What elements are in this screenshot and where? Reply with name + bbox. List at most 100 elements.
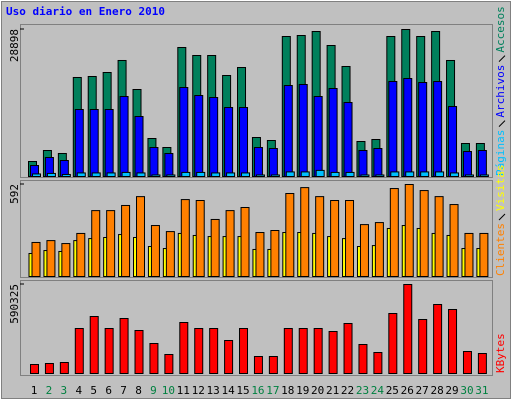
legend-label: Archivos (494, 65, 507, 118)
bar (404, 184, 414, 277)
bar (150, 225, 160, 277)
bar (119, 317, 129, 374)
bar (285, 193, 295, 278)
x-tick-label: 17 (266, 384, 279, 397)
bar (255, 232, 265, 277)
legend-label: Visitas (494, 165, 507, 211)
bar (268, 355, 278, 375)
bar (388, 312, 398, 374)
bar (253, 355, 263, 375)
bar (134, 116, 144, 177)
bar (209, 97, 219, 177)
bar (328, 330, 338, 374)
x-tick-label: 30 (460, 384, 473, 397)
bar (151, 174, 161, 177)
bar (477, 150, 487, 177)
y-tick-label: 28898 (8, 29, 21, 62)
bar (89, 109, 99, 177)
bar (106, 210, 116, 277)
x-tick-label: 9 (150, 384, 157, 397)
bar (418, 81, 428, 177)
x-tick-label: 24 (371, 384, 385, 397)
x-tick-label: 12 (192, 384, 205, 397)
x-tick-label: 25 (386, 384, 399, 397)
bar (164, 152, 174, 178)
bar (106, 172, 116, 177)
bar (91, 172, 101, 177)
bar (328, 87, 338, 177)
x-tick-label: 26 (401, 384, 414, 397)
bar (449, 204, 459, 278)
x-tick-label: 18 (281, 384, 294, 397)
x-tick-label: 4 (75, 384, 82, 397)
bar (405, 171, 415, 178)
legend-label: Clientes (494, 223, 507, 276)
bar (315, 169, 325, 177)
bar (477, 352, 487, 375)
bar (433, 303, 443, 374)
bar (419, 190, 429, 277)
y-tick-label: 590325 (8, 284, 21, 324)
bar (253, 146, 263, 178)
chart-title: Uso diario en Enero 2010 (6, 5, 165, 18)
x-tick-label: 7 (120, 384, 127, 397)
x-tick-label: 6 (105, 384, 112, 397)
bar (134, 329, 144, 374)
bar (298, 83, 308, 177)
bar (239, 106, 249, 177)
bar (76, 172, 86, 177)
bar (268, 148, 278, 177)
bar (448, 308, 458, 374)
bar (359, 224, 369, 277)
x-tick-label: 8 (135, 384, 142, 397)
bar (195, 200, 205, 277)
bar (298, 327, 308, 374)
x-tick-label: 3 (61, 384, 68, 397)
bar (104, 327, 114, 374)
x-tick-label: 29 (445, 384, 458, 397)
x-tick-label: 13 (207, 384, 220, 397)
bar (166, 174, 176, 177)
bar (390, 171, 400, 178)
bar (136, 196, 146, 278)
bar (388, 80, 398, 177)
x-tick-label: 21 (326, 384, 339, 397)
legend-label: Páginas (494, 130, 507, 176)
bar (164, 353, 174, 374)
bar (358, 150, 368, 177)
bar (194, 94, 204, 177)
bar (283, 85, 293, 177)
x-tick-label: 14 (221, 384, 235, 397)
x-tick-label: 10 (162, 384, 175, 397)
bar (358, 343, 368, 375)
bar (241, 172, 251, 177)
bar (91, 210, 101, 277)
bar (89, 315, 99, 374)
bar (240, 207, 250, 277)
bar (373, 351, 383, 374)
bar (149, 146, 159, 178)
bar (224, 106, 234, 177)
x-tick-label: 22 (341, 384, 354, 397)
bar (479, 174, 489, 177)
bar (403, 284, 413, 374)
bar (224, 339, 234, 374)
bar (450, 172, 460, 177)
x-tick-label: 23 (356, 384, 369, 397)
bar (270, 230, 280, 277)
bar (104, 109, 114, 177)
bar (225, 210, 235, 277)
legend-separator (498, 213, 506, 221)
bar (44, 362, 54, 374)
bar (181, 171, 191, 177)
bar (313, 95, 323, 177)
bar (179, 87, 189, 177)
bar (149, 342, 159, 374)
bar (403, 78, 413, 177)
bar (76, 232, 86, 277)
x-tick-label: 19 (296, 384, 309, 397)
bar (374, 222, 384, 277)
x-tick-label: 20 (311, 384, 324, 397)
